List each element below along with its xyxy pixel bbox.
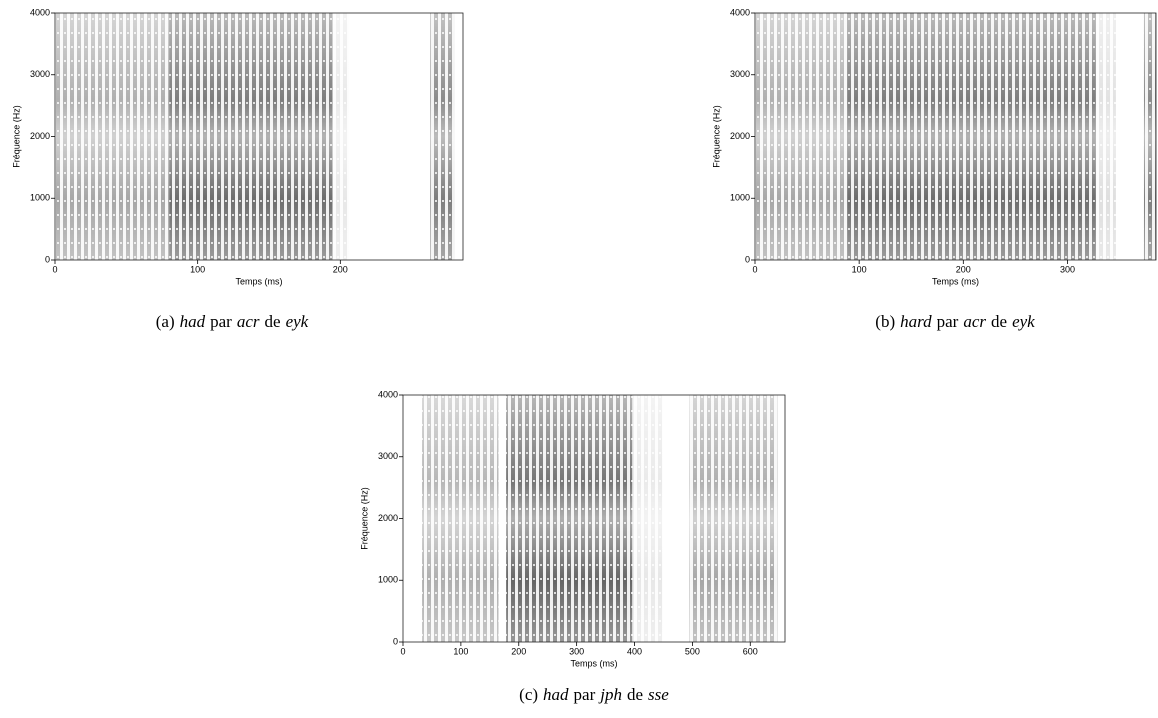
y-tick-label: 1000 (30, 193, 50, 203)
x-tick-label: 0 (752, 264, 757, 274)
caption-part: sse (648, 685, 669, 704)
spectrogram-formant (332, 13, 349, 260)
x-tick-label: 400 (627, 646, 642, 656)
caption-part: eyk (1012, 312, 1035, 331)
y-tick-label: 4000 (378, 389, 398, 399)
spectrogram-formant (506, 395, 633, 642)
y-tick-label: 0 (393, 636, 398, 646)
caption: (a) had par acr de eyk (156, 312, 309, 331)
y-tick-label: 4000 (30, 7, 50, 17)
caption-part: de (265, 312, 281, 331)
y-tick-label: 2000 (730, 131, 750, 141)
x-tick-label: 100 (852, 264, 867, 274)
x-axis-label: Temps (ms) (236, 276, 283, 286)
y-tick-label: 0 (745, 254, 750, 264)
spectrogram-formant (422, 395, 499, 642)
y-tick-label: 1000 (378, 575, 398, 585)
x-tick-label: 100 (190, 264, 205, 274)
caption: (b) hard par acr de eyk (875, 312, 1035, 331)
spectrogram-formant (169, 13, 333, 260)
caption-part: par (574, 685, 596, 704)
caption-part: jph (598, 685, 622, 704)
chart: 0 100 200 300 400 500 600 0 1000 2000 3000 4000 Temp… (359, 389, 786, 704)
spectrogram-formant (430, 13, 455, 260)
caption-part: acr (237, 312, 260, 331)
y-tick-label: 3000 (730, 69, 750, 79)
spectrogram-formant (755, 13, 848, 260)
y-tick-label: 3000 (30, 69, 50, 79)
x-axis-label: Temps (ms) (932, 276, 979, 286)
spectrogram-formant (689, 395, 778, 642)
y-axis-label: Fréquence (Hz) (359, 487, 369, 550)
y-axis-label: Fréquence (Hz) (711, 105, 721, 168)
y-axis-label: Fréquence (Hz) (11, 105, 21, 168)
caption-part: acr (963, 312, 986, 331)
spectrogram-formant (847, 13, 1096, 260)
caption-part: hard (900, 312, 932, 331)
caption-part: had (180, 312, 206, 331)
y-tick-label: 1000 (730, 193, 750, 203)
y-tick-label: 2000 (378, 513, 398, 523)
x-tick-label: 100 (453, 646, 468, 656)
caption-part: par (210, 312, 232, 331)
spectrogram-formant (55, 13, 170, 260)
caption-part: (b) (875, 312, 895, 331)
x-tick-label: 500 (685, 646, 700, 656)
caption-part: eyk (286, 312, 309, 331)
x-tick-label: 0 (52, 264, 57, 274)
caption-part: had (543, 685, 569, 704)
x-tick-label: 0 (400, 646, 405, 656)
y-tick-label: 3000 (378, 451, 398, 461)
x-tick-label: 200 (333, 264, 348, 274)
spectrogram-formant (632, 395, 663, 642)
caption-part: (a) (156, 312, 175, 331)
caption-part: de (627, 685, 643, 704)
x-tick-label: 600 (743, 646, 758, 656)
x-tick-label: 300 (569, 646, 584, 656)
y-tick-label: 4000 (730, 7, 750, 17)
caption-part: de (991, 312, 1007, 331)
x-axis-label: Temps (ms) (571, 658, 618, 668)
x-tick-label: 200 (511, 646, 526, 656)
y-tick-label: 0 (45, 254, 50, 264)
spectrogram-formant (1143, 13, 1156, 260)
caption: (c) had par jph de sse (519, 685, 669, 704)
caption-part: (c) (519, 685, 538, 704)
x-tick-label: 300 (1060, 264, 1075, 274)
spectrogram-formant (1095, 13, 1116, 260)
y-tick-label: 2000 (30, 131, 50, 141)
caption-part: par (937, 312, 959, 331)
x-tick-label: 200 (956, 264, 971, 274)
